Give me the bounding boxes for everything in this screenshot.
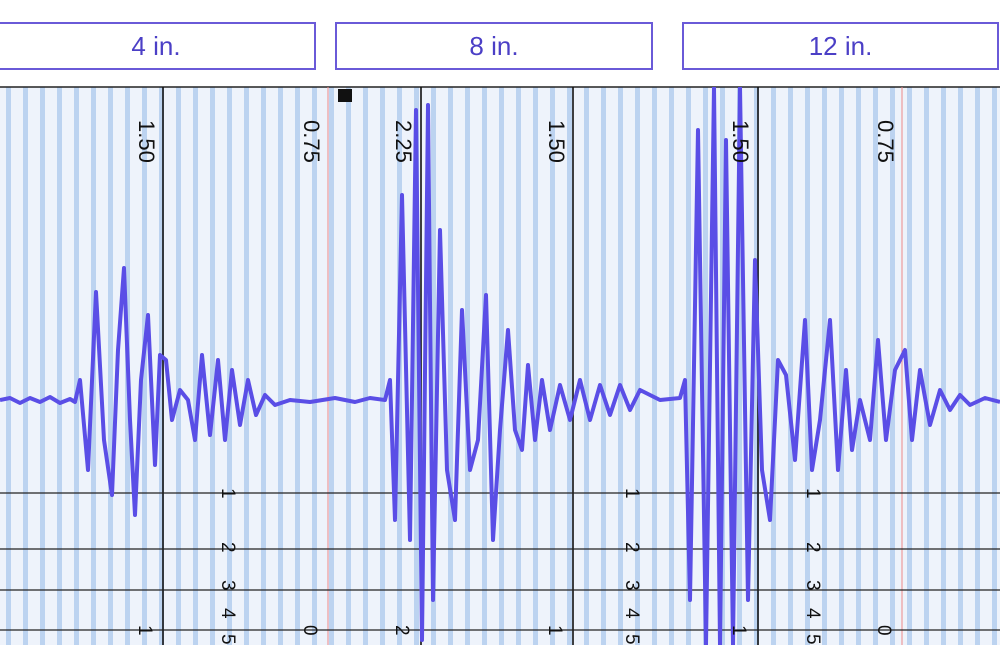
bottom-label: 0 [873, 625, 894, 636]
bottom-label: 1 [728, 625, 749, 636]
row-label: 2 [802, 542, 823, 553]
row-label: 1 [217, 488, 238, 499]
tab[interactable]: 4 in. [0, 22, 316, 70]
row-label: 2 [621, 542, 642, 553]
row-lines [0, 492, 1000, 631]
red-lines [327, 87, 903, 645]
row-label: 4 [217, 608, 238, 619]
scale-label: 0.75 [299, 120, 324, 163]
traces [0, 87, 1000, 645]
row-label: 2 [217, 542, 238, 553]
bottom-label: 1 [544, 625, 565, 636]
tab[interactable]: 12 in. [682, 22, 999, 70]
scale-label: 2.25 [391, 120, 416, 163]
row-label: 1 [802, 488, 823, 499]
bottom-label: 0 [299, 625, 320, 636]
row-label: 5 [217, 634, 238, 645]
row-label: 3 [217, 580, 238, 591]
row-label: 1 [621, 488, 642, 499]
scale-label: 1.50 [728, 120, 753, 163]
scale-label: 0.75 [873, 120, 898, 163]
row-label: 4 [802, 608, 823, 619]
bottom-label: 2 [391, 625, 412, 636]
row-label: 5 [802, 634, 823, 645]
tab[interactable]: 8 in. [335, 22, 653, 70]
row-label: 3 [621, 580, 642, 591]
row-label: 4 [621, 608, 642, 619]
scale-label: 1.50 [134, 120, 159, 163]
marker [338, 89, 352, 102]
row-label: 3 [802, 580, 823, 591]
row-label: 5 [621, 634, 642, 645]
bottom-label: 1 [134, 625, 155, 636]
scale-label: 1.50 [544, 120, 569, 163]
